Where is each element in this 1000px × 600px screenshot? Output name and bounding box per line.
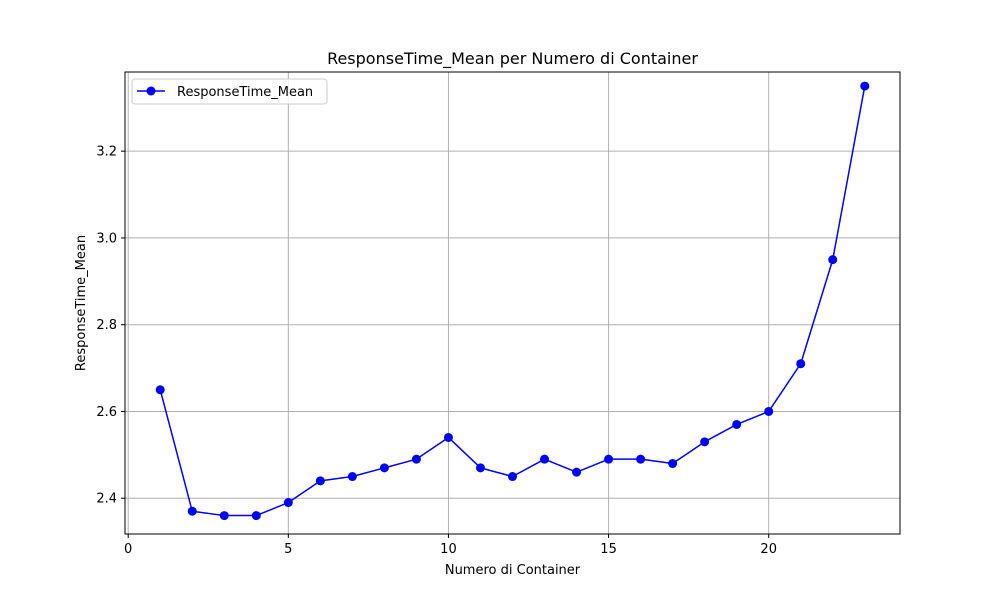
legend-marker-sample [146, 86, 156, 96]
data-point [283, 498, 293, 508]
y-axis-ticks: 2.4 2.6 2.8 3.0 3.2 [96, 145, 125, 507]
data-point [764, 406, 774, 416]
data-point [508, 472, 517, 482]
y-tick-label: 2.6 [96, 405, 117, 420]
data-point [155, 385, 165, 395]
data-point [700, 437, 710, 447]
data-point [475, 463, 485, 473]
y-tick-label: 2.4 [96, 492, 117, 507]
data-point [411, 454, 421, 464]
data-point [347, 472, 357, 482]
y-tick-label: 3.0 [96, 231, 117, 246]
data-point [379, 463, 389, 473]
data-point [219, 511, 229, 521]
data-point [828, 255, 838, 265]
data-point [732, 419, 742, 429]
x-tick-label: 5 [284, 542, 292, 557]
data-point [860, 81, 870, 91]
data-point [315, 476, 325, 486]
plot-area-frame [124, 71, 901, 535]
data-point [572, 467, 582, 477]
data-point [540, 454, 550, 464]
data-point [636, 454, 646, 464]
y-tick-label: 3.2 [96, 145, 117, 160]
x-axis-label: Numero di Container [445, 563, 581, 578]
legend-box [131, 78, 328, 105]
data-point [187, 506, 197, 516]
series-group [155, 81, 870, 521]
x-axis-ticks: 0 5 10 15 20 [124, 534, 777, 557]
data-point [604, 454, 614, 464]
x-tick-label: 10 [440, 542, 457, 557]
legend: ResponseTime_Mean [131, 78, 328, 105]
x-tick-label: 15 [600, 542, 617, 557]
data-point [443, 432, 453, 442]
data-point [796, 359, 806, 369]
y-axis-label: ResponseTime_Mean [74, 235, 89, 371]
data-point [668, 459, 678, 469]
x-tick-label: 0 [124, 542, 132, 557]
chart-title: ResponseTime_Mean per Numero di Containe… [327, 49, 698, 69]
x-tick-label: 20 [760, 542, 777, 557]
legend-label: ResponseTime_Mean [177, 85, 313, 100]
y-tick-label: 2.8 [96, 318, 117, 333]
data-point [251, 511, 261, 521]
